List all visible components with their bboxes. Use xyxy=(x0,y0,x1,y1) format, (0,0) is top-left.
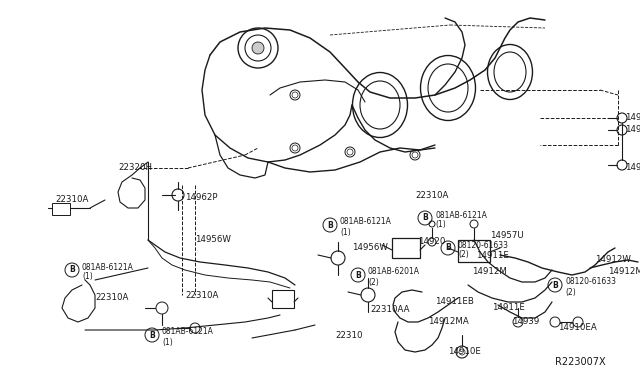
Text: B: B xyxy=(149,330,155,340)
Text: 081AB-6121A: 081AB-6121A xyxy=(162,327,214,337)
Text: (2): (2) xyxy=(458,250,468,260)
Bar xyxy=(458,240,490,262)
Text: B: B xyxy=(552,280,558,289)
Text: B: B xyxy=(355,270,361,279)
Text: B: B xyxy=(422,214,428,222)
Text: 22310A: 22310A xyxy=(55,196,88,205)
Text: 14920: 14920 xyxy=(418,237,445,247)
Bar xyxy=(52,203,70,215)
Text: 14962P: 14962P xyxy=(185,193,218,202)
Text: B: B xyxy=(69,266,75,275)
Text: 14956W: 14956W xyxy=(352,244,388,253)
Text: 14912W: 14912W xyxy=(595,256,631,264)
Text: 22310: 22310 xyxy=(335,330,362,340)
Text: (1): (1) xyxy=(162,337,173,346)
Text: 14911EB: 14911EB xyxy=(435,298,474,307)
Text: 14911EB: 14911EB xyxy=(625,113,640,122)
Text: (1): (1) xyxy=(82,273,93,282)
Text: 22310AA: 22310AA xyxy=(370,305,410,314)
Text: 14911E: 14911E xyxy=(476,250,509,260)
Text: 14956W: 14956W xyxy=(195,235,231,244)
Text: 14912MB: 14912MB xyxy=(608,267,640,276)
Text: 22310A: 22310A xyxy=(95,294,129,302)
Bar xyxy=(272,290,294,308)
Text: 08120-61633: 08120-61633 xyxy=(458,241,509,250)
Text: 081AB-6121A: 081AB-6121A xyxy=(435,211,487,219)
Text: (2): (2) xyxy=(565,288,576,296)
Text: 14911E: 14911E xyxy=(492,304,525,312)
Text: 22310A: 22310A xyxy=(415,190,449,199)
Text: 14910E: 14910E xyxy=(448,347,481,356)
Text: (1): (1) xyxy=(340,228,351,237)
Text: (1): (1) xyxy=(435,221,445,230)
Text: B: B xyxy=(445,244,451,253)
Text: R223007X: R223007X xyxy=(555,357,605,367)
Text: 22310A: 22310A xyxy=(185,291,218,299)
Text: 14939: 14939 xyxy=(512,317,540,327)
Text: 14912MA: 14912MA xyxy=(428,317,468,327)
Text: 14912M: 14912M xyxy=(472,267,507,276)
Text: 14912MC: 14912MC xyxy=(625,164,640,173)
Text: 14910EA: 14910EA xyxy=(558,324,596,333)
Text: 14911EB: 14911EB xyxy=(625,125,640,135)
Text: 081AB-6121A: 081AB-6121A xyxy=(340,218,392,227)
Text: 081AB-6121A: 081AB-6121A xyxy=(82,263,134,272)
Text: 22320H: 22320H xyxy=(118,164,152,173)
Text: 08120-61633: 08120-61633 xyxy=(565,278,616,286)
Bar xyxy=(392,238,420,258)
Text: (2): (2) xyxy=(368,278,379,286)
Text: B: B xyxy=(327,221,333,230)
Text: 14957U: 14957U xyxy=(490,231,524,240)
Text: 081AB-6201A: 081AB-6201A xyxy=(368,267,420,276)
Circle shape xyxy=(252,42,264,54)
